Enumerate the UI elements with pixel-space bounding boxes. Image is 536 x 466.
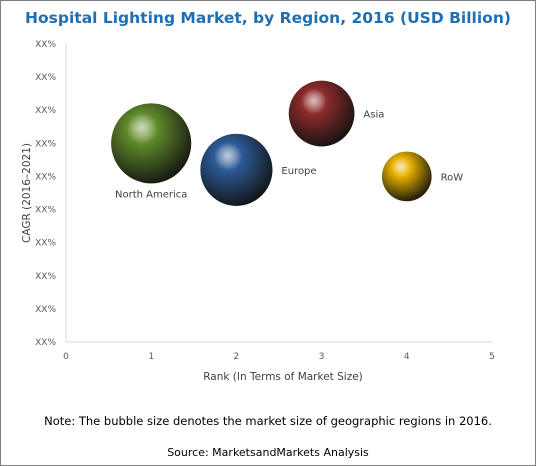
y-tick-label: XX% bbox=[35, 106, 56, 116]
bubble-row bbox=[382, 151, 432, 202]
x-tick-label: 2 bbox=[234, 352, 240, 362]
y-tick-label: XX% bbox=[35, 139, 56, 149]
x-tick-label: 0 bbox=[63, 352, 69, 362]
chart-title: Hospital Lighting Market, by Region, 201… bbox=[25, 9, 511, 27]
y-tick-label: XX% bbox=[35, 172, 56, 182]
y-tick-label: XX% bbox=[35, 338, 56, 348]
y-tick-label: XX% bbox=[35, 239, 56, 249]
bubble-size-note: Note: The bubble size denotes the market… bbox=[44, 414, 492, 428]
x-tick-label: 5 bbox=[489, 352, 495, 362]
y-tick-label: XX% bbox=[35, 206, 56, 216]
bubble-asia bbox=[288, 80, 355, 147]
x-tick-label: 1 bbox=[148, 352, 154, 362]
x-tick-label: 4 bbox=[404, 352, 410, 362]
bubble-label: Europe bbox=[281, 166, 316, 177]
source-note: Source: MarketsandMarkets Analysis bbox=[167, 446, 369, 459]
x-tick-label: 3 bbox=[319, 352, 325, 362]
bubble-north-america bbox=[111, 103, 192, 184]
bubble-label: North America bbox=[115, 189, 187, 200]
bubble-label: Asia bbox=[363, 110, 384, 121]
y-tick-label: XX% bbox=[35, 272, 56, 282]
y-axis-title: CAGR (2016–2021) bbox=[21, 143, 33, 243]
y-tick-label: XX% bbox=[35, 40, 56, 50]
y-tick-label: XX% bbox=[35, 73, 56, 83]
bubble-europe bbox=[200, 133, 273, 206]
bubble-label: RoW bbox=[441, 172, 464, 183]
y-tick-label: XX% bbox=[35, 305, 56, 315]
x-axis-title: Rank (In Terms of Market Size) bbox=[203, 371, 363, 383]
